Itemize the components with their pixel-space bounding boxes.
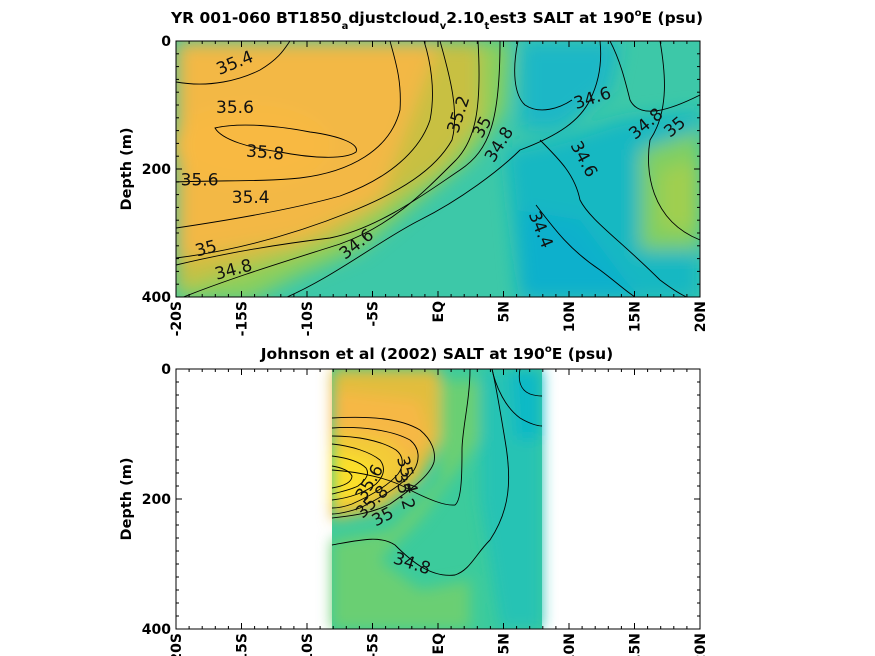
model-x-tick-label: -10S [300, 301, 316, 336]
model-ticks: -20S -15S -10S -5S EQ 5N 10N 15N 20N 0 200 400 [142, 34, 709, 336]
obs-x-tick-label: -10S [300, 633, 316, 656]
model-x-tick-label: 5N [497, 301, 513, 322]
model-y-axis-label: Depth (m) [119, 128, 135, 211]
obs-x-tick-label: 20N [693, 633, 709, 656]
model-y-tick-label: 0 [161, 34, 171, 50]
obs-y-tick-label: 200 [142, 492, 171, 508]
model-title-part: t [484, 21, 489, 32]
obs-chart-title: Johnson et al (2002) SALT at 190oE (psu) [260, 344, 613, 363]
model-title-part: E (psu) [642, 9, 704, 27]
model-title-part: est3 SALT at 190 [489, 9, 635, 27]
obs-salinity-field [332, 369, 542, 629]
obs-x-tick-label: 5N [497, 633, 513, 654]
model-contour-label: 35.4 [232, 188, 270, 208]
model-contour-label: 35.8 [245, 141, 284, 164]
panel-model: 35.435.635.835.635.43534.834.635.23534.8… [119, 8, 709, 336]
obs-x-tick-label: -20S [169, 633, 185, 656]
obs-title-part: E (psu) [552, 345, 614, 363]
obs-y-axis-label: Depth (m) [119, 458, 135, 541]
obs-y-tick-label: 0 [161, 362, 171, 378]
obs-x-tick-label: -5S [366, 633, 382, 656]
model-chart-title: YR 001-060 BT1850adjustcloudv2.10test3 S… [170, 8, 703, 32]
model-y-tick-label: 200 [142, 162, 171, 178]
model-title-part: YR 001-060 BT1850 [170, 9, 342, 27]
model-contour-label: 35.6 [216, 98, 254, 118]
model-x-tick-label: -20S [169, 301, 185, 336]
model-contour-label: 35.6 [181, 171, 219, 191]
model-x-tick-label: 20N [693, 301, 709, 332]
obs-ticks: -20S -15S -10S -5S EQ 5N 10N 15N 20N 0 200 400 [142, 362, 709, 656]
model-x-tick-label: 10N [562, 301, 578, 332]
obs-title-part: Johnson et al (2002) SALT at 190 [260, 345, 545, 363]
model-contour-lines [176, 41, 700, 297]
model-title-part: o [635, 8, 642, 19]
obs-title-part: o [545, 344, 552, 355]
obs-y-tick-label: 400 [142, 622, 171, 638]
model-x-tick-label: 15N [628, 301, 644, 332]
obs-contour-lines [331, 369, 543, 576]
model-title-part: a [342, 21, 349, 32]
model-x-tick-label: -5S [366, 301, 382, 327]
model-x-tick-label: -15S [235, 301, 251, 336]
model-y-tick-label: 400 [142, 290, 171, 306]
model-title-part: 2.10 [446, 9, 484, 27]
obs-x-tick-label: 10N [562, 633, 578, 656]
model-salinity-field [176, 41, 700, 297]
model-x-tick-label: EQ [431, 301, 447, 323]
obs-x-tick-label: 15N [628, 633, 644, 656]
obs-x-tick-label: EQ [431, 633, 447, 655]
model-title-part: djustcloud [348, 9, 439, 27]
obs-x-tick-label: -15S [235, 633, 251, 656]
model-title-part: v [440, 21, 447, 32]
